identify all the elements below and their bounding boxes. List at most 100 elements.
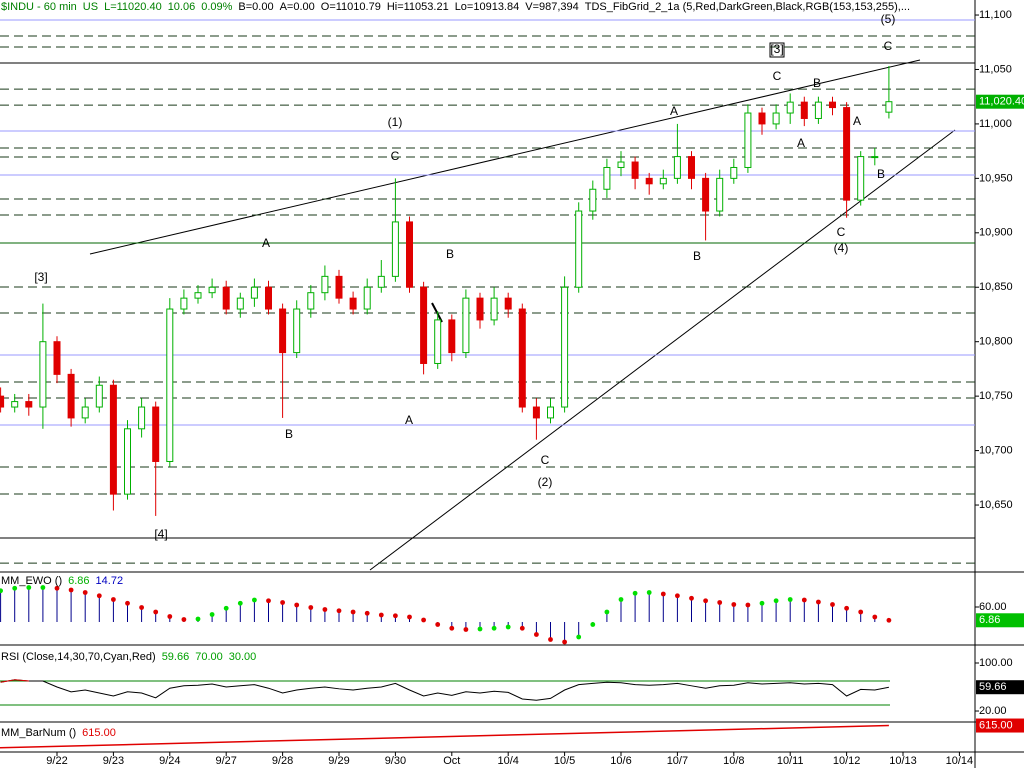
candle-body: [504, 297, 512, 310]
candle-body: [321, 275, 329, 294]
ewo-dot: [816, 599, 821, 605]
rsi-overbought: [14, 679, 29, 682]
ewo-dot: [717, 600, 723, 605]
candle-body: [152, 406, 160, 462]
rsi-overbought: [0, 679, 15, 683]
ewo-dot: [54, 585, 60, 591]
ewo-dot: [576, 634, 582, 640]
y-tick-label: 11,100: [979, 9, 1012, 21]
header-item: US: [82, 1, 99, 13]
header-item: 0.09%: [201, 1, 233, 13]
symbol-header: $INDU - 60 min US L=11020.40 10.06 0.09% B=0.…: [1, 1, 910, 13]
header-item: V=987,394: [525, 1, 579, 13]
candle-body: [0, 395, 5, 408]
ewo-dot: [745, 602, 751, 608]
last-value-label: 6.86: [979, 614, 1000, 626]
ewo-dot: [660, 591, 666, 597]
readout: 6.86: [68, 575, 90, 587]
last-value-box: [976, 613, 1024, 628]
candle-body: [518, 308, 526, 408]
ewo-dot: [505, 624, 511, 630]
candle-body: [349, 297, 357, 310]
ewo-dot: [646, 590, 652, 595]
candle-body: [279, 308, 287, 354]
rsi-label: RSI (Close,14,30,70,Cyan,Red) 59.66 70.00 3…: [1, 651, 256, 663]
y-tick-label: 10,950: [979, 172, 1013, 184]
wave-label: (4): [834, 241, 849, 255]
candle-body: [95, 384, 103, 408]
candle-body: [138, 406, 146, 430]
wave-label: [3]: [770, 42, 783, 56]
ewo-dot: [393, 613, 398, 619]
ewo-dot: [40, 585, 46, 590]
candle-body: [406, 221, 413, 288]
y-tick-label: 10,750: [979, 390, 1013, 402]
ewo-dot: [336, 608, 342, 614]
candle-body: [81, 406, 89, 419]
candle-body: [25, 401, 33, 408]
candle-body: [166, 308, 174, 462]
wave-label: (5): [881, 12, 896, 26]
header-item: TDS_FibGrid_2_1a (5,Red,DarkGreen,Black,…: [584, 1, 911, 13]
ewo-dot: [449, 625, 455, 631]
candle-body: [67, 373, 75, 419]
ewo-dot: [548, 637, 553, 642]
candle-body: [124, 428, 131, 495]
indicator-name: MM_BarNum (): [1, 727, 77, 739]
candle-body: [363, 286, 371, 310]
drawing-stroke: [431, 302, 443, 323]
ewo-dot: [491, 625, 497, 631]
candle-body: [109, 384, 117, 495]
candle-body: [814, 101, 822, 119]
candle-body: [236, 297, 244, 310]
x-tick-label: 10/11: [777, 755, 804, 767]
ewo-dot: [519, 625, 525, 631]
ewo-dot: [139, 605, 145, 610]
ewo-dot: [590, 622, 596, 627]
ewo-label: MM_EWO () 6.86 14.72: [1, 575, 123, 587]
last-value-box: [976, 680, 1024, 695]
ewo-dot: [153, 609, 159, 615]
ewo-dot: [111, 597, 116, 602]
candle-body: [744, 112, 752, 168]
trend-line: [369, 129, 956, 571]
candle-body: [180, 297, 188, 310]
x-tick-label: 9/29: [328, 755, 349, 767]
ewo-dot: [844, 605, 849, 611]
last-value-label: 615.00: [979, 719, 1013, 731]
wave-label: A: [853, 114, 861, 128]
ewo-dot: [886, 617, 892, 623]
ewo-dot: [266, 598, 271, 604]
ewo-dot: [294, 602, 300, 608]
candle-body: [617, 161, 625, 168]
candle-body: [265, 286, 272, 310]
ewo-dot: [604, 609, 610, 615]
x-tick-label: Oct: [443, 755, 460, 767]
last-value-box: [976, 718, 1024, 733]
ewo-dot: [407, 614, 412, 620]
candle-body: [434, 319, 442, 364]
header-item: B=0.00: [238, 1, 274, 13]
x-tick-label: 10/12: [833, 755, 861, 767]
ewo-dot: [773, 598, 779, 604]
ewo-dot: [759, 600, 765, 606]
barnum-line: [0, 724, 889, 749]
candle-body: [490, 297, 498, 321]
readout: 70.00: [195, 651, 223, 663]
ewo-dot: [421, 617, 426, 623]
header-item: A=0.00: [279, 1, 315, 13]
x-tick-label: 9/22: [46, 755, 67, 767]
x-tick-label: 10/4: [497, 755, 518, 767]
readout: 59.66: [161, 651, 190, 663]
y-tick-label: 20.00: [979, 705, 1007, 717]
ewo-dot: [280, 600, 285, 605]
rsi-line: [0, 679, 889, 701]
ewo-dot: [787, 597, 793, 602]
candle-body: [250, 286, 258, 299]
ewo-dot: [209, 612, 215, 617]
ewo-dot: [195, 616, 201, 622]
ewo-dot: [82, 590, 88, 595]
header-item: $INDU - 60 min: [1, 1, 77, 13]
wave-label: [3]: [34, 270, 47, 284]
